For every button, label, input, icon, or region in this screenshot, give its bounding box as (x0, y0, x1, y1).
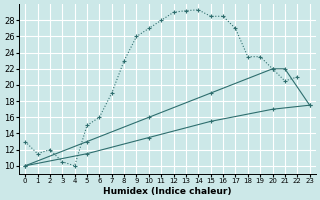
X-axis label: Humidex (Indice chaleur): Humidex (Indice chaleur) (103, 187, 232, 196)
